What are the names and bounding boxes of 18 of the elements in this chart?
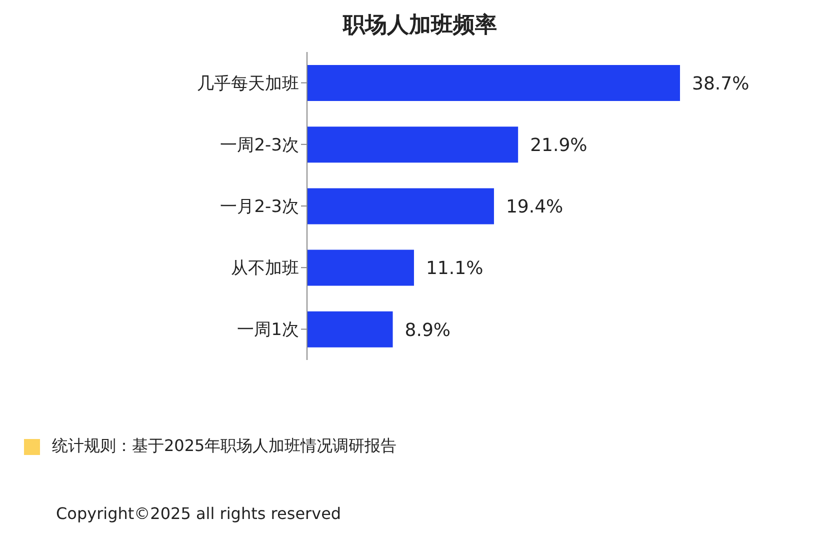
bar	[307, 126, 518, 163]
text: Copyright©2025 all rights reserved	[56, 504, 342, 523]
data-label: 11.1%	[426, 258, 484, 280]
y-tick-label: 几乎每天加班	[197, 74, 299, 94]
chart-title: 职场人加班频率	[342, 12, 498, 40]
y-tick-label: 一周1次	[237, 320, 299, 340]
y-tick-label: 从不加班	[231, 258, 299, 279]
text: 统计规则：基于2025年职场人加班情况调研报告	[52, 436, 397, 457]
data-label: 21.9%	[530, 134, 588, 156]
y-tick-label: 一周2-3次	[220, 135, 299, 156]
bar	[307, 311, 393, 348]
data-label: 38.7%	[692, 73, 750, 94]
bar	[307, 188, 494, 224]
data-label: 19.4%	[506, 196, 564, 218]
bar	[307, 65, 680, 101]
bar	[307, 250, 414, 286]
data-label: 8.9%	[404, 320, 451, 341]
y-tick-label: 一月2-3次	[220, 197, 299, 218]
